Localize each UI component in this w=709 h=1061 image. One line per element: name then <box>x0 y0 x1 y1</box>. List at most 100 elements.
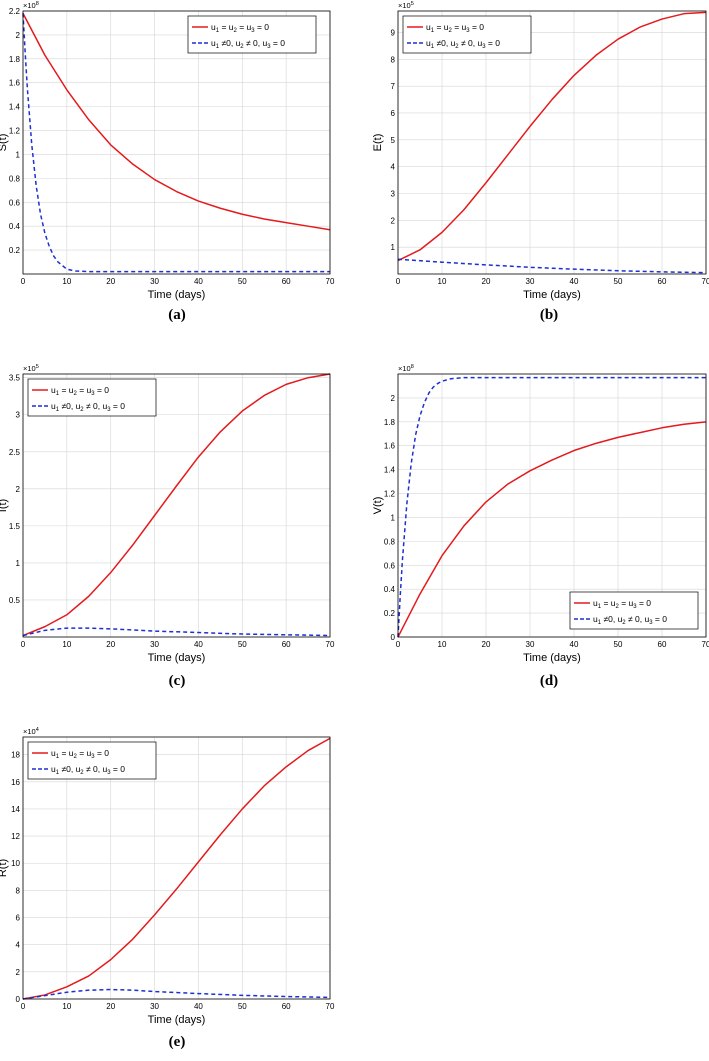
x-tick-label: 30 <box>150 640 159 649</box>
series-line-solid <box>397 11 707 262</box>
x-tick-label: 60 <box>282 1002 291 1011</box>
x-tick-label: 0 <box>21 277 26 286</box>
x-tick-label: 70 <box>326 640 335 649</box>
legend: u1 = u2 = u3 = 0 u1 ≠0, u2 ≠ 0, u3 = 0 <box>187 15 317 54</box>
y-tick-label: 0.6 <box>384 561 396 570</box>
x-axis-label: Time (days) <box>148 289 206 301</box>
legend-entry: u1 ≠0, u2 ≠ 0, u3 = 0 <box>51 401 125 413</box>
x-tick-label: 20 <box>482 640 491 649</box>
x-tick-label: 60 <box>282 277 291 286</box>
axes-frame <box>397 10 707 275</box>
y-tick-label: 2 <box>391 216 396 225</box>
plot-area <box>398 11 706 274</box>
y-tick-label: 8 <box>16 886 21 895</box>
x-tick-label: 10 <box>62 640 71 649</box>
y-axis-label: V(t) <box>372 497 384 515</box>
x-tick-label: 0 <box>396 640 401 649</box>
series-line-solid <box>22 373 331 637</box>
plot-area <box>23 11 330 274</box>
y-axis-label: S(t) <box>0 134 9 152</box>
y-tick-label: 6 <box>16 914 21 923</box>
x-tick-label: 40 <box>570 277 579 286</box>
x-tick-label: 60 <box>658 277 667 286</box>
x-tick-label: 40 <box>194 640 203 649</box>
x-tick-label: 70 <box>326 1002 335 1011</box>
y-tick-label: 0.4 <box>9 222 21 231</box>
y-tick-label: 1.4 <box>9 103 21 112</box>
y-tick-label: 0.5 <box>9 596 21 605</box>
y-tick-label: 1.4 <box>384 466 396 475</box>
legend: u1 = u2 = u3 = 0 u1 ≠0, u2 ≠ 0, u3 = 0 <box>27 741 157 780</box>
y-tick-label: 1 <box>391 513 396 522</box>
x-tick-label: 70 <box>702 277 709 286</box>
y-tick-label: 16 <box>11 778 20 787</box>
y-tick-label: 3 <box>391 189 396 198</box>
x-axis-label: Time (days) <box>148 1014 206 1026</box>
x-tick-label: 10 <box>438 277 447 286</box>
y-exponent-label: ×105 <box>398 1 414 10</box>
y-tick-label: 6 <box>391 109 396 118</box>
chart-1: 0 10 20 30 40 50 60 70 0.2 0.4 0.6 0.8 1 1.2 1.4 1.6 1.8… <box>0 1 335 301</box>
panel-caption: (e) <box>168 1034 186 1050</box>
legend: u1 = u2 = u3 = 0 u1 ≠0, u2 ≠ 0, u3 = 0 <box>402 15 532 54</box>
y-tick-label: 0 <box>16 995 21 1004</box>
y-tick-label: 0.6 <box>9 198 21 207</box>
x-tick-label: 70 <box>702 640 709 649</box>
legend-box <box>187 15 317 54</box>
y-tick-label: 2 <box>391 394 396 403</box>
series-line-solid <box>22 737 331 1000</box>
y-tick-label: 10 <box>11 859 20 868</box>
y-tick-label: 1.8 <box>384 418 396 427</box>
x-tick-label: 20 <box>106 1002 115 1011</box>
legend-entry: u1 = u2 = u3 = 0 <box>426 22 484 34</box>
x-tick-label: 50 <box>614 277 623 286</box>
legend-box <box>27 378 157 417</box>
y-axis-label: R(t) <box>0 859 9 877</box>
x-tick-label: 60 <box>282 640 291 649</box>
plot-area <box>23 374 330 637</box>
x-tick-label: 0 <box>396 277 401 286</box>
y-exponent-label: ×105 <box>23 364 39 373</box>
axes-frame <box>22 373 331 638</box>
y-tick-label: 9 <box>391 28 396 37</box>
x-tick-label: 30 <box>150 1002 159 1011</box>
chart-4: 0 10 20 30 40 50 60 70 0 0.2 0.4 0.6 0.8 1 1.2 1.4 1.6 1.… <box>372 364 709 664</box>
legend-box <box>402 15 532 54</box>
y-tick-label: 1.6 <box>384 442 396 451</box>
legend-entry: u1 ≠0, u2 ≠ 0, u3 = 0 <box>211 38 285 50</box>
x-tick-label: 40 <box>194 277 203 286</box>
legend: u1 = u2 = u3 = 0 u1 ≠0, u2 ≠ 0, u3 = 0 <box>569 591 699 630</box>
y-exponent-label: ×108 <box>398 364 414 373</box>
x-tick-label: 30 <box>526 277 535 286</box>
y-tick-label: 2 <box>16 31 21 40</box>
plot-area <box>23 737 330 999</box>
y-axis-label: I(t) <box>0 499 9 512</box>
x-tick-label: 10 <box>62 277 71 286</box>
x-tick-label: 0 <box>21 1002 26 1011</box>
y-tick-label: 0 <box>391 633 396 642</box>
chart-5: 0 10 20 30 40 50 60 70 0 2 4 6 8 10 12 14 16 18 ×104 Time (… <box>0 727 335 1026</box>
series-line-dashed <box>397 258 707 274</box>
y-tick-label: 2.5 <box>9 448 21 457</box>
y-tick-label: 4 <box>391 163 396 172</box>
panel-caption: (b) <box>539 307 559 323</box>
series-line-solid <box>397 421 707 638</box>
y-tick-label: 8 <box>391 55 396 64</box>
x-tick-label: 40 <box>570 640 579 649</box>
y-tick-label: 5 <box>391 136 396 145</box>
y-exponent-label: ×108 <box>23 1 39 10</box>
chart-3: 0 10 20 30 40 50 60 70 0.5 1 1.5 2 2.5 3 3.5×105 Time (… <box>0 364 335 664</box>
x-tick-label: 0 <box>21 640 26 649</box>
y-exponent-label: ×104 <box>23 727 39 736</box>
legend-entry: u1 = u2 = u3 = 0 <box>593 598 651 610</box>
x-tick-label: 50 <box>238 640 247 649</box>
y-tick-label: 2.2 <box>9 7 21 16</box>
legend-entry: u1 ≠0, u2 ≠ 0, u3 = 0 <box>426 38 500 50</box>
y-tick-label: 3 <box>16 411 21 420</box>
y-tick-label: 1.5 <box>9 522 21 531</box>
y-tick-label: 2 <box>16 968 21 977</box>
x-tick-label: 20 <box>482 277 491 286</box>
x-tick-label: 70 <box>326 277 335 286</box>
x-tick-label: 60 <box>658 640 667 649</box>
y-tick-label: 0.2 <box>9 246 21 255</box>
